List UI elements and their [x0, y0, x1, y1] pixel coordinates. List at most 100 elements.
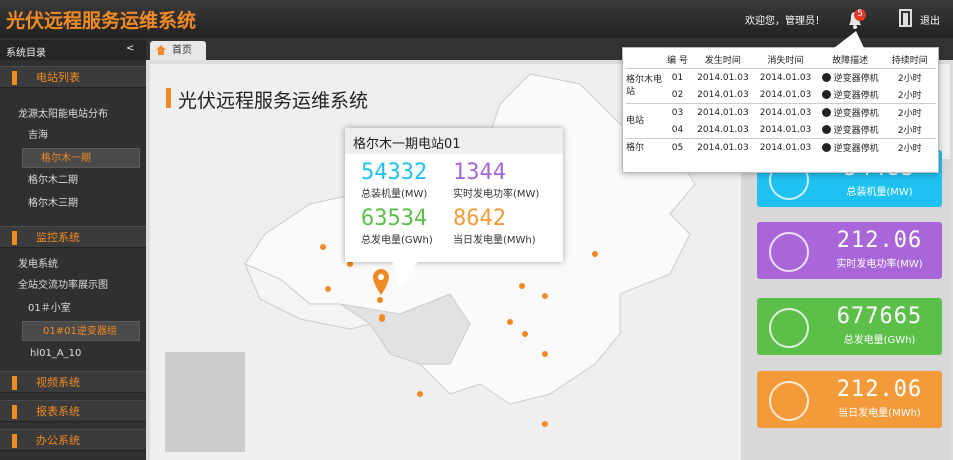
card-icon [769, 232, 809, 272]
group-label: 电站 [626, 116, 645, 126]
sidebar-item[interactable]: 龙源太阳能电站分布 [18, 109, 108, 120]
stat-value: 54332 [361, 160, 428, 185]
header-cell: 编 号 [667, 56, 688, 66]
group-label: 格尔 [626, 142, 645, 153]
card-value: 212.06 [836, 377, 923, 402]
card-icon [769, 308, 809, 348]
stat: 54332 总装机量(MW) [361, 160, 461, 200]
sidebar-item[interactable]: 格尔木二期 [28, 175, 78, 186]
stat-card[interactable]: 212.06 当日发电量(MWh) [757, 371, 942, 428]
sidebar-section[interactable]: 办公系统 [0, 429, 146, 451]
card-label: 当日发电量(MWh) [838, 408, 921, 419]
stat-card[interactable]: 677665 总发电量(GWh) [757, 298, 942, 355]
header-cell [626, 51, 663, 69]
alarm-cell: 逆变器停机 [817, 121, 884, 139]
header: 光伏远程服务运维系统 欢迎您，管理员！ 5 退出 [0, 0, 953, 38]
stat-label: 当日发电量(MWh) [453, 235, 536, 246]
card-label: 总发电量(GWh) [843, 335, 916, 346]
alarm-row[interactable]: 格尔木电站 01 2014.01.03 2014.01.03 逆变器停机 2小时 [626, 69, 936, 98]
stat-value: 63534 [361, 206, 428, 231]
alarm-cell: 2014.01.03 [697, 72, 749, 83]
sidebar-item[interactable]: 01＃小室 [28, 303, 71, 314]
sidebar-section[interactable]: 报表系统 [0, 400, 146, 422]
stat-value: 1344 [453, 160, 506, 185]
alarm-cell: 2014.01.03 [759, 124, 812, 135]
alarm-cell: 03 [671, 107, 684, 118]
card-label: 实时发电功率(MW) [836, 259, 923, 270]
alarm-cell: 01 [671, 72, 684, 83]
header-row: 编 号 发生时间 消失时间 故障描述 持续时间 [626, 51, 936, 69]
alarm-cell: 2014.01.03 [697, 142, 749, 153]
alarm-cell: 逆变器停机 [817, 86, 884, 104]
stat: 1344 实时发电功率(MW) [453, 160, 553, 200]
app-title: 光伏远程服务运维系统 [6, 10, 197, 32]
sidebar-title: 系统目录 [6, 48, 46, 59]
fault-icon [821, 108, 831, 117]
alarm-cell: 2014.01.03 [759, 89, 812, 100]
card-value: 677665 [836, 304, 923, 329]
alarm-cell: 05 [671, 142, 684, 153]
fault-icon [821, 90, 831, 99]
header-cell: 持续时间 [891, 56, 928, 66]
stat: 8642 当日发电量(MWh) [453, 206, 553, 246]
logout[interactable]: 退出 [920, 16, 940, 27]
alarm-cell: 2014.01.03 [697, 107, 749, 118]
card-label: 总装机量(MW) [846, 187, 913, 198]
alarm-cell: 逆变器停机 [817, 69, 884, 87]
header-cell: 故障描述 [832, 56, 869, 66]
sidebar-item[interactable]: hl01_A_10 [30, 348, 82, 359]
header-cell: 发生时间 [704, 56, 741, 66]
sidebar-item[interactable]: 01#01逆变器组 [22, 321, 140, 341]
alarm-dropdown: 编 号 发生时间 消失时间 故障描述 持续时间格尔木电站 01 2014.01.03 2014… [622, 47, 939, 173]
stat-label: 实时发电功率(MW) [453, 189, 540, 200]
fault-icon [821, 125, 831, 134]
stat: 63534 总发电量(GWh) [361, 206, 461, 246]
sidebar-section[interactable]: 视频系统 [0, 371, 146, 393]
card-value: 212.06 [836, 228, 923, 253]
alarm-row[interactable]: 04 2014.01.03 2014.01.03 逆变器停机 2小时 [626, 121, 936, 139]
station-popup: 格尔木一期电站01 54332 总装机量(MW) 1344 实时发电功率(MW) 635… [345, 128, 563, 262]
sidebar-item[interactable]: 格尔木一期 [22, 148, 140, 168]
alarm-row[interactable]: 02 2014.01.03 2014.01.03 逆变器停机 2小时 [626, 86, 936, 104]
sidebar-item[interactable]: 格尔木三期 [28, 198, 78, 209]
alarm-cell: 2014.01.03 [759, 107, 812, 118]
alarm-cell: 2014.01.03 [697, 89, 749, 100]
tab[interactable]: 首页 [150, 41, 206, 60]
alarm-cell: 2小时 [897, 109, 922, 119]
logout-icon[interactable] [898, 9, 914, 27]
sidebar-section[interactable]: 监控系统 [0, 226, 146, 248]
alarm-row[interactable]: 格尔 05 2014.01.03 2014.01.03 逆变器停机 2小时 [626, 139, 936, 157]
alarm-cell: 2小时 [897, 74, 922, 84]
bell[interactable] [842, 6, 868, 32]
alarm-row[interactable]: 电站 03 2014.01.03 2014.01.03 逆变器停机 2小时 [626, 104, 936, 127]
card-icon [769, 381, 809, 421]
alarm-cell: 04 [671, 124, 684, 135]
stat-value: 8642 [453, 206, 506, 231]
main-title: 光伏远程服务运维系统 [178, 90, 369, 112]
sidebar-item[interactable]: 全站交流功率展示图 [18, 280, 108, 291]
sidebar-section[interactable]: 电站列表 [0, 66, 146, 88]
alarm-cell: 2小时 [897, 144, 922, 154]
alarm-cell: 2小时 [897, 126, 922, 136]
alarm-cell: 02 [671, 89, 684, 100]
fault-icon [821, 143, 831, 152]
alarm-table: 编 号 发生时间 消失时间 故障描述 持续时间格尔木电站 01 2014.01.03 2014… [626, 51, 936, 156]
alarm-cell: 2014.01.03 [759, 142, 812, 153]
stat-label: 总发电量(GWh) [361, 235, 433, 246]
welcome: 欢迎您，管理员！ [745, 16, 825, 27]
group-label: 格尔木电站 [626, 75, 663, 97]
header-cell: 消失时间 [767, 56, 804, 66]
popup-title: 格尔木一期电站01 [353, 137, 461, 152]
stat-label: 总装机量(MW) [361, 189, 428, 200]
sidebar-item[interactable]: 吉海 [28, 130, 48, 141]
alarm-cell: 2014.01.03 [697, 124, 749, 135]
collapse[interactable]: < [126, 43, 135, 54]
badge: 5 [857, 9, 863, 19]
sidebar-item[interactable]: 发电系统 [18, 259, 58, 270]
alarm-cell: 2014.01.03 [759, 72, 812, 83]
alarm-cell: 2小时 [897, 91, 922, 101]
fault-icon [821, 73, 831, 82]
alarm-cell: 逆变器停机 [817, 104, 884, 122]
stat-card[interactable]: 212.06 实时发电功率(MW) [757, 222, 942, 279]
